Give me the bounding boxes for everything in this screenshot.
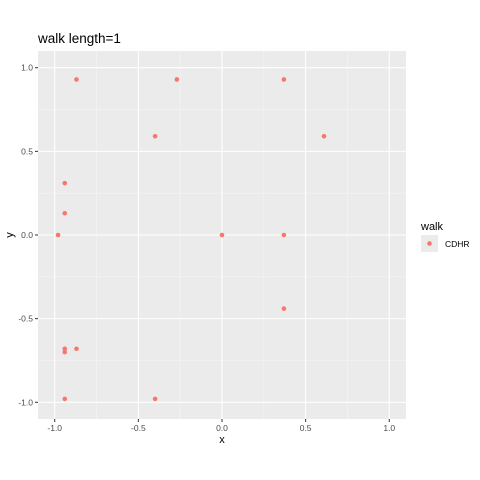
- x-axis-title: x: [219, 434, 225, 446]
- data-points: [55, 77, 327, 402]
- legend-key-point: [427, 241, 432, 246]
- data-point: [152, 134, 158, 139]
- legend-title: walk: [420, 221, 444, 233]
- y-tick-label: -0.5: [18, 314, 33, 324]
- data-point: [219, 232, 225, 238]
- y-tick-label: 1.0: [21, 63, 33, 73]
- data-point: [174, 77, 180, 82]
- legend-label-cdhr: CDHR: [445, 239, 470, 249]
- y-tick-label: -1.0: [18, 397, 33, 407]
- x-tick-label: 0.5: [300, 423, 312, 433]
- x-tick-label: -1.0: [47, 423, 62, 433]
- data-point: [62, 396, 68, 402]
- data-point: [62, 349, 68, 355]
- y-tick-label: 0.0: [21, 230, 33, 240]
- x-tick-label: -0.5: [131, 423, 146, 433]
- legend: walk CDHR: [420, 221, 470, 252]
- x-tick-label: 0.0: [216, 423, 228, 433]
- data-point: [62, 180, 68, 186]
- y-tick-label: 0.5: [21, 146, 33, 156]
- chart-title: walk length=1: [38, 31, 121, 46]
- data-point: [55, 232, 61, 238]
- data-point: [281, 306, 287, 311]
- data-point: [281, 232, 287, 238]
- data-point: [321, 134, 327, 139]
- data-point: [152, 396, 158, 402]
- data-point: [62, 210, 68, 216]
- y-axis-title: y: [4, 232, 16, 238]
- data-point: [281, 77, 287, 82]
- y-axis-ticks: -1.0 -0.5 0.0 0.5 1.0: [18, 63, 38, 407]
- data-point: [62, 346, 68, 352]
- x-axis-ticks: -1.0 -0.5 0.0 0.5 1.0: [47, 419, 395, 433]
- x-tick-label: 1.0: [383, 423, 395, 433]
- data-point: [74, 77, 79, 82]
- data-point: [74, 346, 79, 352]
